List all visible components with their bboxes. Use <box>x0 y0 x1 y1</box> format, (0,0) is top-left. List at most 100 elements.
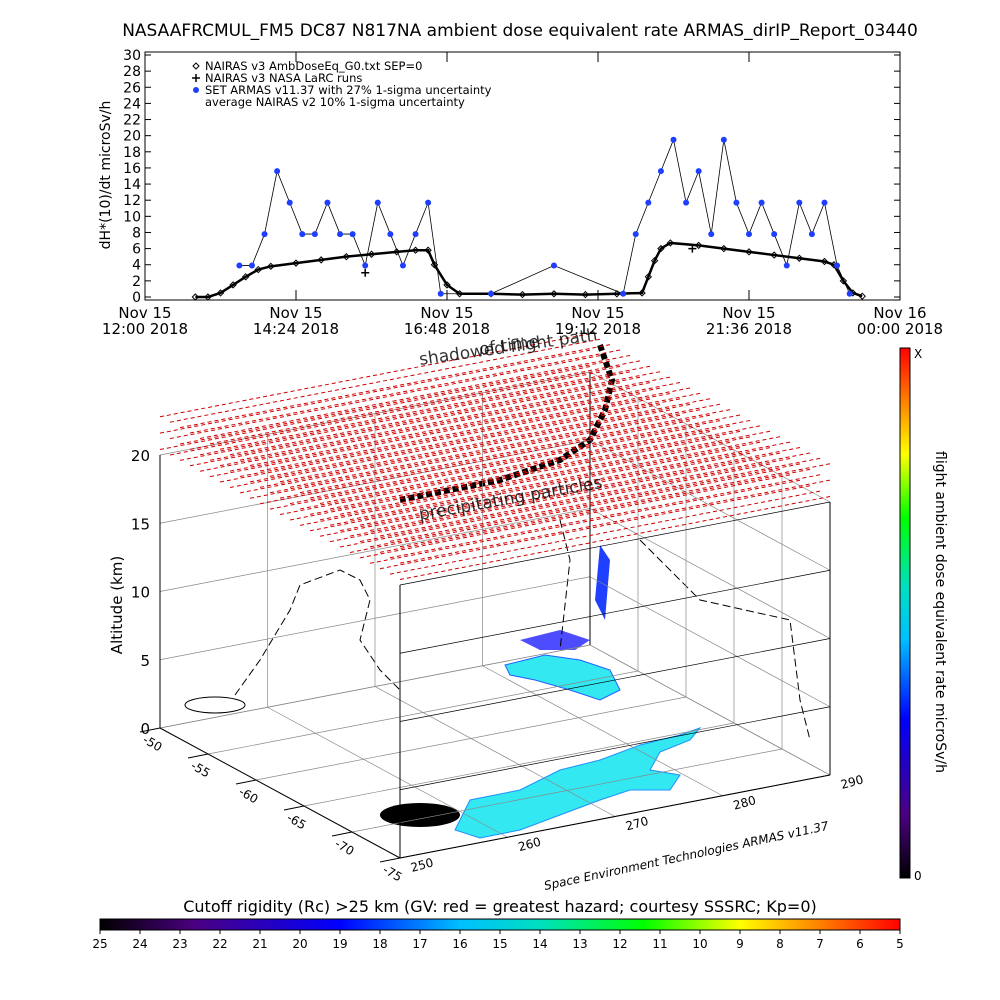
front-grid-line <box>399 569 831 654</box>
layer-line <box>189 365 621 450</box>
layer-line <box>279 398 711 483</box>
rigidity-tick-label: 18 <box>372 937 387 951</box>
dot-marker <box>620 290 627 297</box>
diamond-marker <box>241 273 250 281</box>
layer-line <box>379 485 811 570</box>
dot-marker <box>695 168 702 175</box>
layer-line <box>309 447 741 532</box>
diamond-marker <box>795 254 804 262</box>
floor-grid-line <box>482 665 723 797</box>
layer-line <box>319 419 751 504</box>
dot-marker <box>362 262 369 269</box>
dot-marker <box>683 199 690 206</box>
diamond-marker <box>342 252 351 261</box>
dot-marker <box>720 136 727 143</box>
layer-line <box>179 360 611 445</box>
front-grid-line <box>399 638 831 722</box>
diamond-marker <box>455 290 464 298</box>
diamond-marker <box>229 281 237 289</box>
diamond-marker <box>694 241 703 250</box>
layer-line <box>349 436 781 521</box>
layer-line <box>189 382 621 467</box>
dot-marker <box>437 290 444 297</box>
diamond-marker <box>720 244 728 253</box>
layer-line <box>339 430 771 515</box>
layer-line <box>369 479 801 564</box>
layer-line <box>289 420 721 505</box>
layer-line <box>179 344 611 429</box>
floor-grid-line <box>267 706 508 838</box>
legend-label: SET ARMAS v11.37 with 27% 1-sigma uncert… <box>205 83 492 97</box>
plus-marker <box>688 244 697 253</box>
rigidity-tick-label: 24 <box>132 937 147 951</box>
x-tick-label: Nov 15 12:00 2018 <box>101 304 189 338</box>
x-tick-label: 290 <box>839 772 865 791</box>
diamond-marker <box>644 273 653 281</box>
diamond-marker <box>424 246 432 254</box>
layer-line <box>169 371 601 456</box>
y-axis-label: dH*(10)/dt microSv/h <box>98 101 114 250</box>
y-tick-label: 28 <box>123 64 141 80</box>
layer-line <box>229 371 661 456</box>
dot-marker <box>632 231 639 238</box>
diamond-marker <box>367 250 376 258</box>
layer-line <box>339 447 771 532</box>
dot-marker <box>412 231 419 238</box>
dot-marker <box>821 199 828 206</box>
layer-line <box>309 414 741 499</box>
layer-line <box>319 452 751 537</box>
diamond-marker <box>820 257 829 266</box>
diamond-marker <box>638 289 646 297</box>
black-cluster <box>184 696 460 827</box>
layer-line <box>369 447 801 532</box>
y-tick-label: 20 <box>123 129 141 145</box>
dot-marker <box>299 231 306 238</box>
legend-note: average NAIRAS v2 10% 1-sigma uncertaint… <box>205 95 465 109</box>
rigidity-tick-label: 14 <box>532 937 547 951</box>
y-tick <box>283 805 305 811</box>
dot-marker <box>324 199 331 206</box>
y-tick-label: 30 <box>123 48 141 64</box>
rigidity-tick-label: 21 <box>252 937 267 951</box>
dot-marker <box>374 199 381 206</box>
plus-marker <box>192 74 200 82</box>
precipitation-layer <box>159 333 831 581</box>
x-tick-label: 260 <box>517 835 543 854</box>
layer-line <box>389 474 821 559</box>
layer-line <box>289 403 721 488</box>
rigidity-tick-label: 10 <box>692 937 707 951</box>
layer-line <box>289 436 721 521</box>
plot-frame <box>144 51 901 301</box>
front-grid-line <box>399 501 831 586</box>
diamond-marker <box>191 293 200 301</box>
floor-grid-line <box>303 722 735 807</box>
x-tick-label: 270 <box>624 814 650 833</box>
layer-line <box>299 409 731 494</box>
layer-line <box>209 376 641 461</box>
dot-marker <box>337 231 344 238</box>
dot-marker <box>236 262 243 269</box>
rigidity-tick-label: 6 <box>856 937 864 951</box>
layer-line <box>189 349 621 434</box>
y-tick-label: 0 <box>132 290 141 306</box>
layer-line <box>259 387 691 472</box>
rigidity-tick-label: 7 <box>816 937 824 951</box>
dot-marker <box>193 87 199 93</box>
layer-line <box>269 425 701 510</box>
x-tick-label: 280 <box>732 793 758 812</box>
floor-grid-line <box>351 748 783 833</box>
layer-line <box>329 425 761 510</box>
diamond-marker <box>770 251 778 259</box>
series-line <box>195 241 863 299</box>
y-tick-label: 2 <box>132 274 141 290</box>
layer-line <box>329 458 761 543</box>
layer-line <box>299 425 731 510</box>
flight-path <box>234 344 811 741</box>
layer-line <box>219 398 651 483</box>
diamond-marker <box>650 256 659 265</box>
diamond-marker <box>216 289 225 297</box>
dot-marker <box>733 199 740 206</box>
rigidity-tick-label: 23 <box>172 937 187 951</box>
dot-marker <box>286 199 293 206</box>
